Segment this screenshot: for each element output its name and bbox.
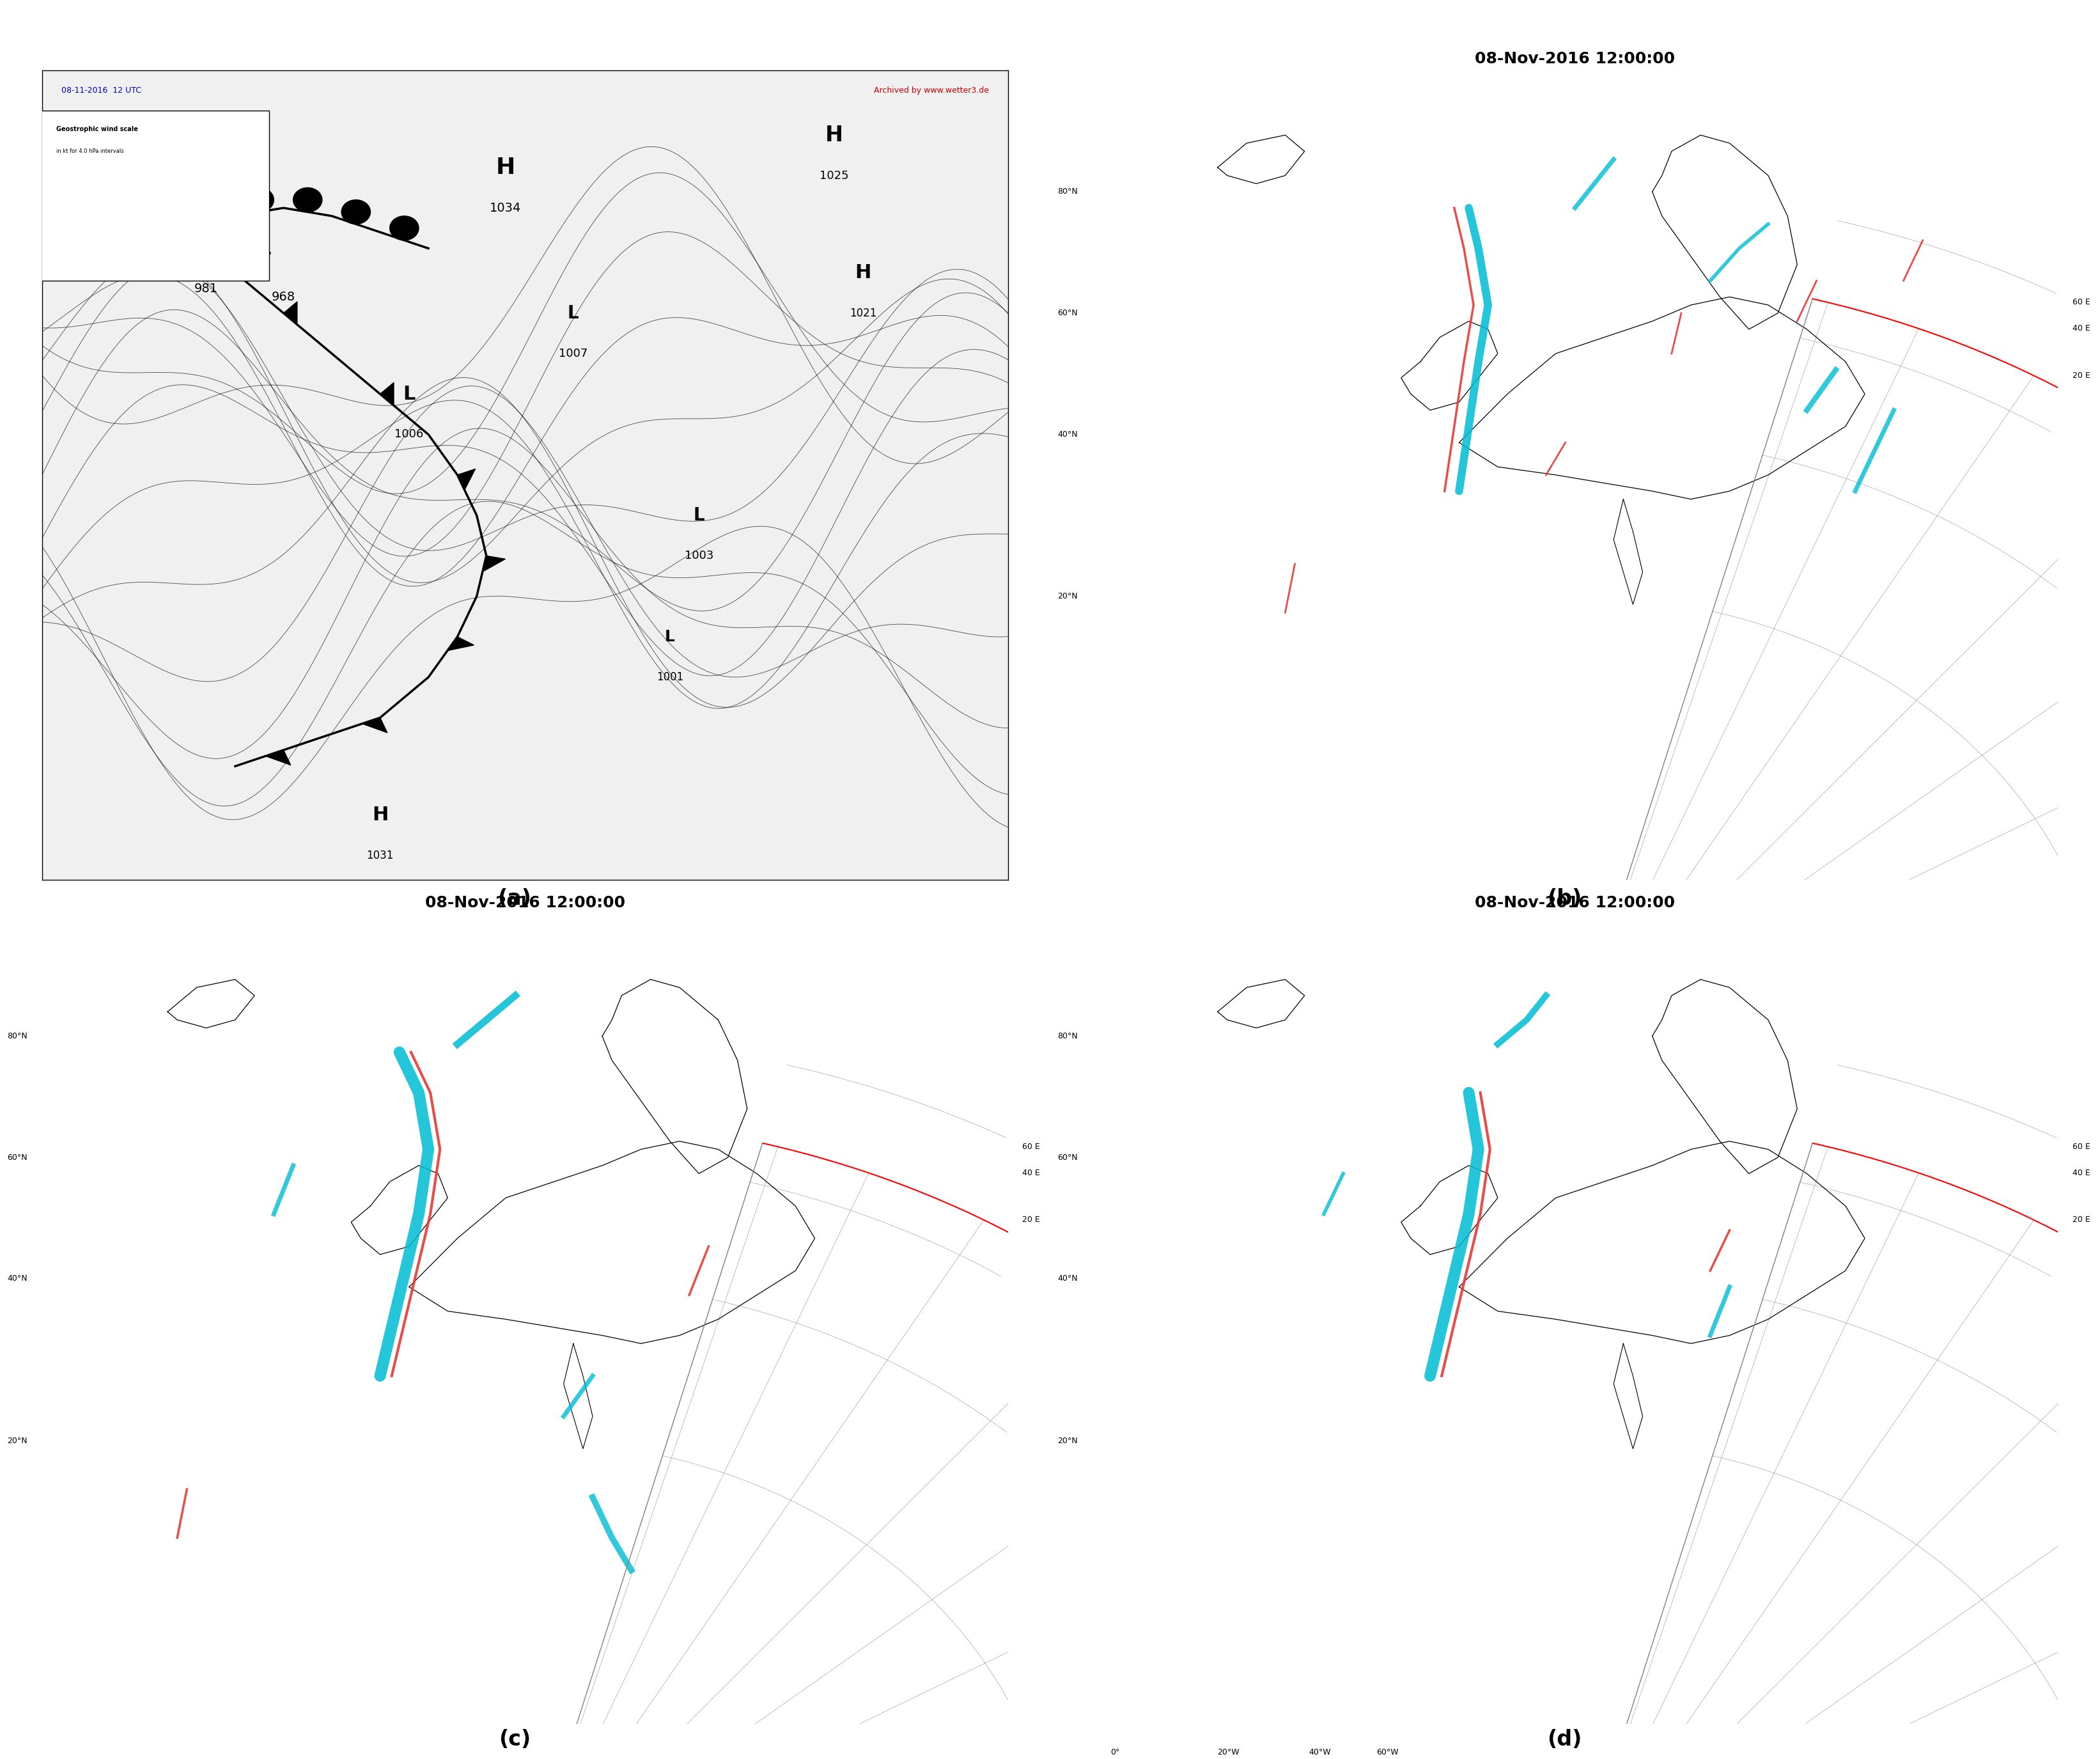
Text: H: H xyxy=(372,806,388,823)
Text: (a): (a) xyxy=(498,888,531,909)
Text: 1006: 1006 xyxy=(395,429,424,440)
Text: 20 E: 20 E xyxy=(1023,1215,1040,1224)
Text: 60 E: 60 E xyxy=(1023,1143,1040,1150)
Text: 1021: 1021 xyxy=(851,308,876,318)
Polygon shape xyxy=(380,382,395,406)
Text: 08-11-2016  12 UTC: 08-11-2016 12 UTC xyxy=(61,86,141,95)
Text: (c): (c) xyxy=(498,1729,531,1750)
Text: L: L xyxy=(693,507,703,524)
Text: Geostrophic wind scale: Geostrophic wind scale xyxy=(57,127,139,132)
Title: 08-Nov-2016 12:00:00: 08-Nov-2016 12:00:00 xyxy=(424,895,626,911)
Text: 60°W: 60°W xyxy=(1376,1748,1399,1757)
Text: 60 E: 60 E xyxy=(2073,299,2090,306)
Text: 40 E: 40 E xyxy=(1023,1168,1040,1177)
Title: 08-Nov-2016 12:00:00: 08-Nov-2016 12:00:00 xyxy=(1474,51,1676,67)
Text: in kt for 4.0 hPa intervals: in kt for 4.0 hPa intervals xyxy=(57,148,124,155)
Text: 20°N: 20°N xyxy=(1056,593,1077,600)
Circle shape xyxy=(342,201,370,223)
Text: 60°N: 60°N xyxy=(6,1154,27,1161)
Text: 20 E: 20 E xyxy=(2073,1215,2090,1224)
Text: 80°N: 80°N xyxy=(1056,188,1077,195)
Polygon shape xyxy=(265,749,290,765)
FancyBboxPatch shape xyxy=(38,111,269,281)
Polygon shape xyxy=(483,556,506,572)
Polygon shape xyxy=(187,220,202,245)
Text: L: L xyxy=(567,304,580,322)
Text: 1034: 1034 xyxy=(489,202,521,215)
Circle shape xyxy=(294,188,321,213)
Circle shape xyxy=(246,188,273,213)
Text: H: H xyxy=(496,157,514,178)
Text: 1003: 1003 xyxy=(685,551,714,561)
Text: (d): (d) xyxy=(1548,1729,1581,1750)
Text: 60 E: 60 E xyxy=(2073,1143,2090,1150)
Text: 20°N: 20°N xyxy=(6,1437,27,1444)
Text: 40 E: 40 E xyxy=(2073,324,2090,332)
Text: 40 E: 40 E xyxy=(2073,1168,2090,1177)
Text: 968: 968 xyxy=(271,290,296,303)
Text: H: H xyxy=(855,264,871,281)
Title: 08-Nov-2016 12:00:00: 08-Nov-2016 12:00:00 xyxy=(1474,895,1676,911)
Text: L: L xyxy=(149,204,166,229)
Text: L: L xyxy=(666,630,674,644)
Text: 60°N: 60°N xyxy=(1056,1154,1077,1161)
Text: 80°N: 80°N xyxy=(6,1033,27,1040)
Text: 1007: 1007 xyxy=(559,348,588,359)
Text: 40°N: 40°N xyxy=(1056,1275,1077,1282)
Text: L: L xyxy=(403,385,416,403)
Polygon shape xyxy=(361,718,386,734)
Text: (b): (b) xyxy=(1548,888,1581,909)
Polygon shape xyxy=(447,637,475,651)
Text: L: L xyxy=(258,237,271,259)
Text: 20°W: 20°W xyxy=(1216,1748,1239,1757)
Text: 80°N: 80°N xyxy=(1056,1033,1077,1040)
Circle shape xyxy=(391,216,418,241)
Text: 20 E: 20 E xyxy=(2073,371,2090,380)
Text: 20°N: 20°N xyxy=(1056,1437,1077,1444)
Text: 40°W: 40°W xyxy=(1308,1748,1331,1757)
Circle shape xyxy=(197,201,225,223)
Text: 0°: 0° xyxy=(1111,1748,1119,1757)
Text: H: H xyxy=(825,125,842,146)
Text: 1025: 1025 xyxy=(819,171,848,181)
Polygon shape xyxy=(284,301,298,325)
Text: 1001: 1001 xyxy=(657,672,682,682)
Text: 981: 981 xyxy=(195,283,218,296)
Text: 1031: 1031 xyxy=(368,850,393,860)
Text: 40°N: 40°N xyxy=(6,1275,27,1282)
Polygon shape xyxy=(458,470,475,491)
Text: 40°N: 40°N xyxy=(1056,431,1077,438)
Text: Archived by www.wetter3.de: Archived by www.wetter3.de xyxy=(874,86,989,95)
Text: 60°N: 60°N xyxy=(1056,310,1077,317)
